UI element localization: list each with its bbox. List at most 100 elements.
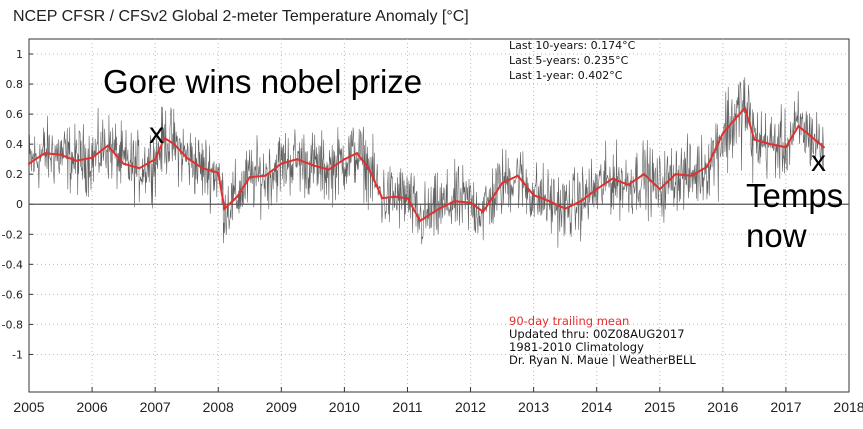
mean-point <box>406 197 409 200</box>
y-tick-label: 0.6 <box>6 108 24 121</box>
mean-point <box>223 207 226 210</box>
mean-point <box>734 117 737 120</box>
x-tick-label: 2007 <box>140 399 171 415</box>
mean-point <box>381 197 384 200</box>
mean-point <box>501 182 504 185</box>
mean-point <box>154 158 157 161</box>
x-tick-label: 2015 <box>644 399 675 415</box>
y-tick-label: 0.4 <box>6 138 24 151</box>
mean-point <box>769 143 772 146</box>
y-tick-label: -0.6 <box>2 288 23 301</box>
mean-point <box>810 135 813 138</box>
mean-point <box>516 174 519 177</box>
mean-point <box>91 156 94 159</box>
note-updated: Updated thru: 00Z08AUG2017 <box>509 327 685 341</box>
x-tick-label: 2012 <box>455 399 486 415</box>
mean-point <box>721 132 724 135</box>
mean-point <box>311 164 314 167</box>
x-tick-label: 2017 <box>770 399 801 415</box>
mean-point <box>611 177 614 180</box>
y-tick-label: -0.8 <box>2 318 23 331</box>
mean-point <box>797 125 800 128</box>
mean-point <box>264 174 267 177</box>
stat-last-5-years: Last 5-years: 0.235°C <box>509 54 629 67</box>
x-tick-label: 2018 <box>833 399 863 415</box>
annotation-x-left: x <box>149 117 164 150</box>
mean-point <box>201 167 204 170</box>
mean-point <box>482 210 485 213</box>
note-credit: Dr. Ryan N. Maue | WeatherBELL <box>509 353 696 367</box>
mean-point <box>419 219 422 222</box>
mean-point <box>706 165 709 168</box>
mean-point <box>343 158 346 161</box>
mean-point <box>368 168 371 171</box>
mean-point <box>784 146 788 149</box>
mean-point <box>185 156 188 159</box>
annotation-now: now <box>746 217 807 254</box>
mean-point <box>393 195 396 198</box>
mean-point <box>163 137 166 140</box>
mean-point <box>564 207 567 210</box>
x-tick-label: 2008 <box>203 399 234 415</box>
mean-point <box>296 158 299 161</box>
mean-point <box>627 183 630 186</box>
y-tick-label: -0.2 <box>2 228 23 241</box>
mean-point <box>453 200 456 203</box>
annotation-x-right: x <box>811 145 826 178</box>
mean-point <box>469 201 472 204</box>
x-tick-label: 2016 <box>707 399 738 415</box>
mean-point <box>658 188 661 191</box>
mean-point <box>122 162 125 165</box>
y-tick-label: -0.4 <box>2 258 23 271</box>
x-tick-label: 2009 <box>266 399 297 415</box>
x-tick-label: 2006 <box>76 399 107 415</box>
mean-point <box>106 144 109 147</box>
mean-point <box>822 146 825 149</box>
daily-anomaly-trace <box>28 77 825 248</box>
x-tick-label: 2005 <box>13 399 44 415</box>
mean-point <box>355 152 359 155</box>
mean-point <box>690 174 693 177</box>
daily-anomaly-series <box>28 77 825 248</box>
mean-point <box>75 159 78 162</box>
y-tick-label: 0 <box>16 198 23 211</box>
mean-point <box>138 167 141 170</box>
annotation-temps: Temps <box>746 177 843 214</box>
y-axis: 1 0.8 0.6 0.4 0.2 0 -0.2 -0.4 -0.6 -0.8 -1 <box>2 48 33 361</box>
note-climatology: 1981-2010 Climatology <box>509 340 644 354</box>
mean-point <box>248 176 251 179</box>
mean-point <box>595 188 598 191</box>
mean-point <box>579 200 583 203</box>
mean-point <box>43 152 46 155</box>
mean-point <box>548 200 551 203</box>
mean-point <box>743 107 747 110</box>
x-tick-label: 2013 <box>518 399 549 415</box>
mean-point <box>173 143 176 146</box>
y-tick-label: 0.8 <box>6 78 24 91</box>
x-tick-label: 2011 <box>392 399 422 415</box>
mean-point <box>59 153 62 156</box>
y-tick-label: -1 <box>12 348 23 361</box>
legend-mean-label: 90-day trailing mean <box>509 314 629 328</box>
stat-last-1-year: Last 1-year: 0.402°C <box>509 69 623 82</box>
chart-title: NCEP CFSR / CFSv2 Global 2-meter Tempera… <box>13 8 469 25</box>
mean-point <box>642 173 646 176</box>
mean-series-line <box>28 106 825 223</box>
mean-point <box>437 207 441 210</box>
annotation-gore: Gore wins nobel prize <box>103 63 422 100</box>
mean-series-points <box>27 107 825 222</box>
stat-last-10-years: Last 10-years: 0.174°C <box>509 39 636 52</box>
mean-point <box>217 171 220 174</box>
mean-point <box>674 173 677 176</box>
x-axis: 2005 2006 2007 2008 2009 2010 2011 2012 2013 2014… <box>13 387 863 415</box>
y-tick-label: 0.2 <box>6 168 24 181</box>
mean-point <box>280 162 283 165</box>
mean-point <box>236 195 239 198</box>
mean-point <box>532 194 535 197</box>
mean-point <box>753 138 756 141</box>
mean-point <box>327 168 330 171</box>
mean-point <box>27 162 31 165</box>
x-tick-label: 2014 <box>581 399 612 415</box>
x-tick-label: 2010 <box>329 399 360 415</box>
